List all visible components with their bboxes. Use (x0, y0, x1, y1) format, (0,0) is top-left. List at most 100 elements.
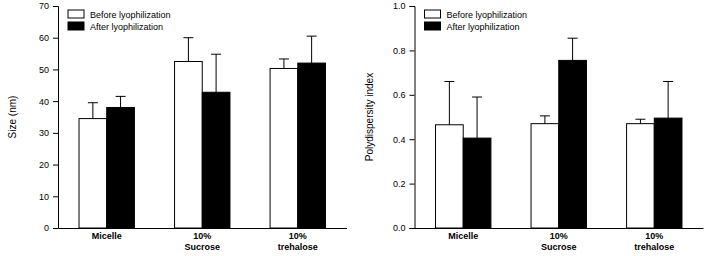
error-bar-cap (307, 36, 317, 37)
x-tick-label: 10%trehalose (278, 231, 318, 251)
y-tick: 0.4 (393, 135, 415, 145)
y-tick-mark (410, 139, 415, 140)
error-bar (116, 96, 126, 107)
error-bar (472, 97, 482, 138)
y-tick-label: 0.2 (393, 179, 406, 189)
x-axis-line (59, 228, 348, 229)
x-tick-label-line: 10% (645, 231, 663, 241)
y-tick-label: 1.0 (393, 1, 406, 11)
legend-label: Before lyophilization (447, 10, 528, 20)
bar (298, 63, 326, 228)
error-bar-cap (183, 37, 193, 38)
x-tick: 10%Sucrose (184, 228, 220, 252)
x-tick: Micelle (448, 228, 478, 241)
y-tick: 0.2 (393, 179, 415, 189)
error-bar (307, 36, 317, 63)
error-bar (279, 59, 289, 69)
bar (436, 125, 464, 228)
x-tick-label: 10%Sucrose (541, 231, 577, 251)
legend-label: After lyophilization (90, 22, 163, 32)
y-tick-label: 30 (39, 128, 49, 138)
y-tick: 60 (39, 33, 58, 43)
error-bar-cap (568, 38, 578, 39)
legend-label: After lyophilization (447, 22, 520, 32)
y-tick-mark (53, 133, 58, 134)
y-tick: 0.8 (393, 46, 415, 56)
y-tick-mark (53, 165, 58, 166)
error-bar-cap (444, 81, 454, 82)
y-axis-title: Size (nm) (7, 96, 18, 139)
bar (202, 92, 230, 228)
error-bar-cap (472, 97, 482, 98)
error-bar-stem (668, 81, 669, 118)
legend-swatch (68, 22, 84, 30)
x-tick-label-line: 10% (289, 231, 307, 241)
legend: Before lyophilization After lyophilizatio… (68, 10, 171, 32)
y-tick-mark (53, 6, 58, 7)
x-axis: Micelle10%Sucrose10%trehalose (415, 228, 704, 252)
y-tick: 50 (39, 65, 58, 75)
error-bar (183, 38, 193, 62)
y-tick-mark (53, 101, 58, 102)
plot-marks (79, 36, 325, 228)
error-bar (540, 116, 550, 124)
y-tick-mark (410, 95, 415, 96)
legend-swatch (68, 10, 84, 18)
y-tick: 0 (44, 223, 58, 233)
y-tick-label: 0 (44, 223, 49, 233)
x-tick: 10%trehalose (634, 228, 674, 252)
x-tick: 10%Sucrose (541, 228, 577, 252)
y-tick: 70 (39, 1, 58, 11)
error-bar-stem (311, 36, 312, 63)
x-axis: Micelle10%Sucrose10%trehalose (59, 228, 348, 252)
error-bar-cap (279, 58, 289, 59)
y-tick-label: 0.6 (393, 90, 406, 100)
y-tick-label: 0.0 (393, 223, 406, 233)
y-tick: 20 (39, 160, 58, 170)
bar (175, 62, 203, 229)
error-bar (88, 103, 98, 119)
x-tick-label-line: Sucrose (184, 242, 220, 252)
bar (463, 138, 491, 228)
y-tick-mark (53, 69, 58, 70)
y-tick-mark (53, 196, 58, 197)
legend: Before lyophilization After lyophilizatio… (425, 10, 528, 32)
x-tick-label-line: trehalose (278, 242, 318, 252)
error-bar (635, 119, 645, 123)
bar (531, 124, 559, 228)
x-tick-label-line: 10% (550, 231, 568, 241)
y-tick: 1.0 (393, 1, 415, 11)
y-tick-mark (410, 228, 415, 229)
y-tick-label: 0.8 (393, 46, 406, 56)
x-tick-label: Micelle (92, 231, 122, 241)
legend-swatch (425, 10, 441, 18)
error-bar-stem (477, 97, 478, 138)
error-bar (568, 38, 578, 60)
legend-label: Before lyophilization (90, 10, 171, 20)
x-tick-label: 10%trehalose (634, 231, 674, 251)
y-tick-label: 10 (39, 192, 49, 202)
bar (627, 124, 655, 228)
error-bar-stem (120, 96, 121, 107)
error-bar-cap (116, 96, 126, 97)
x-tick-label-line: trehalose (634, 242, 674, 252)
error-bar-cap (635, 119, 645, 120)
error-bar-cap (88, 102, 98, 103)
y-axis-title: Polydispersity index (364, 73, 375, 161)
error-bar-stem (640, 119, 641, 123)
error-bar-cap (540, 115, 550, 116)
error-bar (211, 54, 221, 92)
x-tick-label: Micelle (448, 231, 478, 241)
error-bar (663, 81, 673, 118)
error-bar-stem (449, 81, 450, 124)
y-tick-label: 70 (39, 1, 49, 11)
bar (79, 119, 107, 228)
x-tick-label-line: Sucrose (541, 242, 577, 252)
plot-marks (436, 38, 682, 228)
bar (107, 107, 135, 228)
y-axis-line (410, 7, 416, 229)
y-tick-label: 60 (39, 33, 49, 43)
x-axis-line (415, 228, 704, 229)
x-tick: Micelle (92, 228, 122, 241)
chart-panel: 0.00.20.40.60.81.0Micelle10%Sucrose10%tr… (393, 1, 704, 251)
